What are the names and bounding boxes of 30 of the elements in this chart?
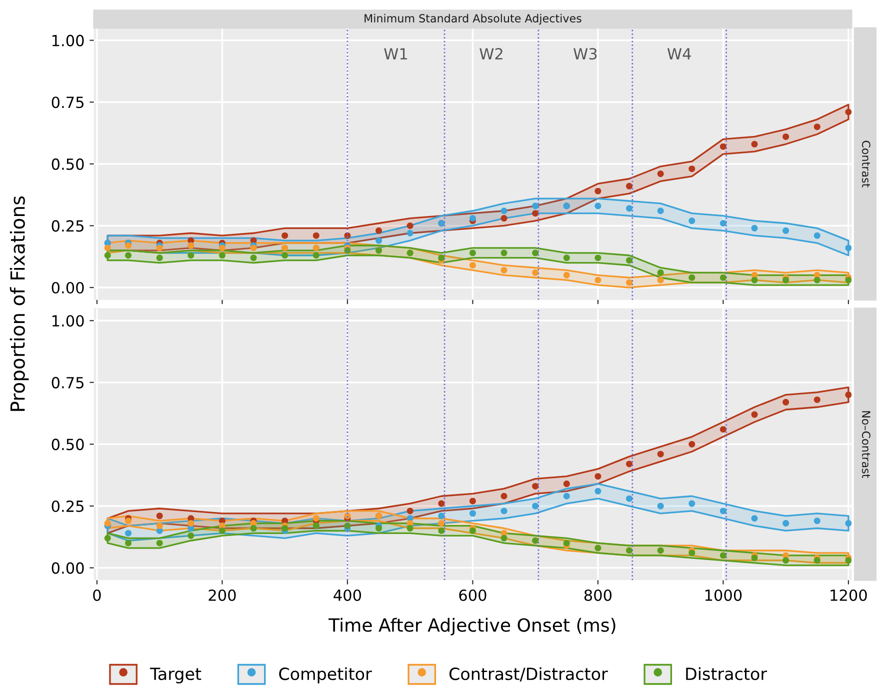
x-tick-label: 800 bbox=[584, 589, 612, 602]
y-tick-label: 0.25 bbox=[52, 500, 84, 512]
x-tick-label: 200 bbox=[208, 589, 236, 602]
x-tick-label: 1000 bbox=[705, 589, 742, 602]
legend-label: Competitor bbox=[279, 667, 372, 684]
y-axis-title: Proportion of Fixations bbox=[10, 196, 29, 411]
annotation: W3 bbox=[574, 48, 597, 60]
y2-axis-title: No–Contrast bbox=[862, 411, 870, 478]
x-tick-label: 400 bbox=[334, 589, 362, 602]
legend-label: Distractor bbox=[686, 667, 768, 680]
y-tick-label: 0.75 bbox=[52, 376, 84, 388]
legend-label: Contrast/Distractor bbox=[449, 667, 608, 682]
annotation: W1 bbox=[384, 48, 407, 60]
x-axis-title: Time After Adjective Onset (ms) bbox=[328, 618, 616, 636]
y-tick-label: 0.25 bbox=[52, 220, 84, 232]
x-tick-label: 600 bbox=[459, 589, 486, 602]
annotation: W2 bbox=[480, 48, 502, 60]
y2-axis-title: Contrast bbox=[862, 140, 870, 188]
y-tick-label: 0.00 bbox=[52, 282, 84, 294]
y-tick-label: 0.00 bbox=[52, 562, 84, 574]
y-tick-label: 0.75 bbox=[52, 96, 84, 108]
x-tick-label: 0 bbox=[93, 589, 101, 602]
y-tick-label: 1.00 bbox=[52, 34, 84, 46]
x-tick-label: 1200 bbox=[830, 589, 867, 602]
y-tick-label: 1.00 bbox=[52, 315, 84, 327]
y-tick-label: 0.50 bbox=[52, 158, 84, 170]
legend-label: Target bbox=[150, 668, 202, 684]
annotation: W4 bbox=[667, 48, 691, 60]
chart-title: Minimum Standard Absolute Adjectives bbox=[364, 14, 582, 25]
y-tick-label: 0.50 bbox=[52, 438, 84, 450]
